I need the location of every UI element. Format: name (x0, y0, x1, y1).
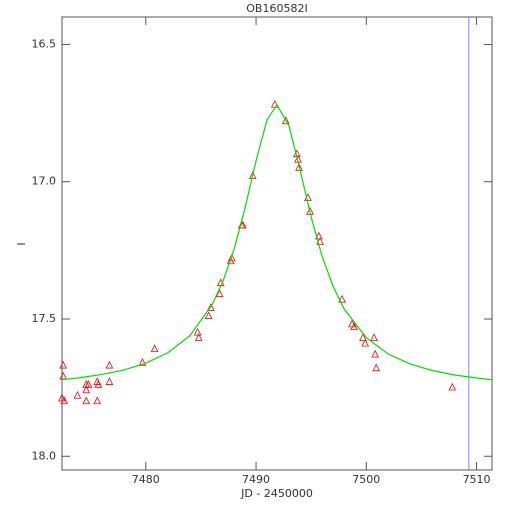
y-axis-label: I (15, 242, 28, 245)
data-point (204, 311, 213, 320)
data-point (227, 253, 236, 262)
data-point (59, 360, 67, 369)
data-point (94, 379, 103, 388)
data-point (82, 396, 91, 405)
data-point (448, 382, 457, 391)
data-point (295, 163, 303, 171)
data-point (359, 333, 367, 342)
data-point (150, 344, 159, 353)
x-tick-label: 7510 (463, 473, 491, 486)
y-tick-label: 18.0 (32, 449, 57, 462)
data-point (281, 116, 290, 125)
data-point (60, 396, 69, 405)
x-axis-label: JD - 2450000 (240, 487, 313, 500)
model-line (61, 103, 493, 381)
data-point (215, 289, 224, 298)
y-tick-label: 17.5 (32, 312, 57, 325)
data-point (248, 171, 257, 180)
data-point (105, 377, 114, 385)
plot-frame (61, 16, 493, 471)
data-point (82, 385, 91, 394)
data-point (105, 360, 114, 369)
data-point (315, 231, 323, 240)
x-tick-label: 7500 (352, 473, 380, 486)
data-point (193, 327, 202, 336)
x-tick-label: 7480 (132, 473, 160, 486)
data-point (361, 338, 370, 347)
data-point (138, 358, 147, 366)
data-point (370, 333, 378, 342)
data-point (84, 379, 93, 388)
data-point (194, 333, 203, 342)
data-point (338, 294, 346, 303)
data-point (350, 322, 359, 331)
data-point (371, 349, 379, 358)
data-point (238, 220, 247, 229)
data-point (372, 363, 381, 372)
data-point (73, 390, 82, 399)
data-point (93, 396, 102, 405)
chart-title: OB160582I (246, 2, 307, 15)
x-tick-label: 7490 (242, 473, 270, 486)
y-tick-label: 16.5 (32, 37, 57, 50)
y-tick-label: 17.0 (32, 175, 57, 188)
data-point (206, 303, 215, 311)
